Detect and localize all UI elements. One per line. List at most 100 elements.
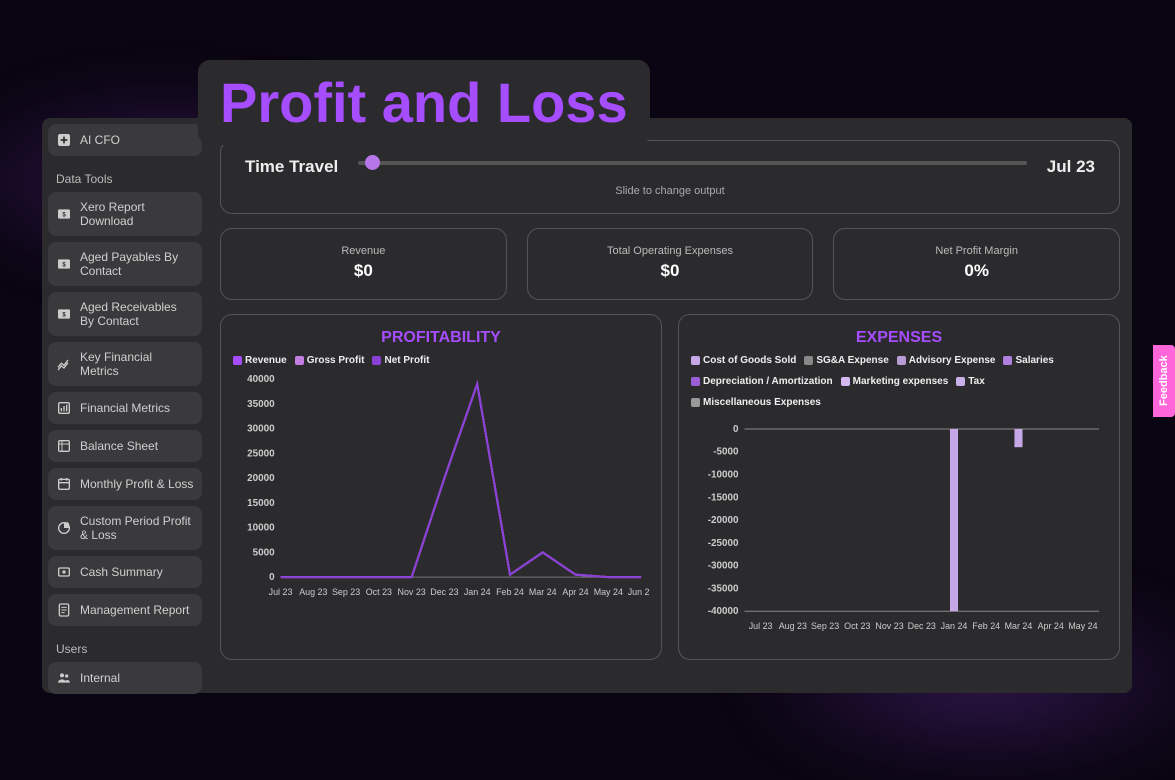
svg-text:Mar 24: Mar 24 (1005, 621, 1033, 631)
svg-text:-25000: -25000 (708, 538, 739, 549)
svg-text:-10000: -10000 (708, 469, 739, 480)
svg-text:10000: 10000 (247, 523, 275, 534)
kpi-row: Revenue $0 Total Operating Expenses $0 N… (220, 228, 1120, 300)
sidebar-item-xero-report[interactable]: $Xero Report Download (48, 192, 202, 236)
menu-icon (56, 400, 72, 416)
svg-text:May 24: May 24 (1068, 621, 1097, 631)
svg-text:Aug 23: Aug 23 (779, 621, 807, 631)
svg-text:15000: 15000 (247, 498, 275, 509)
sidebar-item-label: Custom Period Profit & Loss (80, 514, 194, 542)
legend-item: Gross Profit (295, 355, 365, 366)
sidebar: AI CFO Data Tools $Xero Report Download$… (48, 124, 202, 700)
sidebar-item-management-report[interactable]: Management Report (48, 594, 202, 626)
svg-text:Sep 23: Sep 23 (811, 621, 839, 631)
svg-text:Jan 24: Jan 24 (941, 621, 968, 631)
kpi-label: Revenue (229, 245, 498, 257)
svg-text:Oct 23: Oct 23 (366, 587, 392, 597)
page-title: Profit and Loss (198, 60, 650, 145)
profitability-chart-box: PROFITABILITY RevenueGross ProfitNet Pro… (220, 314, 662, 660)
menu-icon (56, 564, 72, 580)
svg-text:Apr 24: Apr 24 (1038, 621, 1064, 631)
sidebar-item-internal[interactable]: Internal (48, 662, 202, 694)
legend-item: Depreciation / Amortization (691, 376, 833, 387)
svg-text:Feb 24: Feb 24 (972, 621, 1000, 631)
svg-text:Jun 24: Jun 24 (628, 587, 649, 597)
sidebar-section-data-tools: Data Tools (48, 162, 202, 192)
kpi-margin: Net Profit Margin 0% (833, 228, 1120, 300)
svg-text:30000: 30000 (247, 424, 275, 435)
legend-item: Revenue (233, 355, 287, 366)
svg-text:Aug 23: Aug 23 (299, 587, 327, 597)
plus-square-icon (56, 132, 72, 148)
expenses-legend: Cost of Goods SoldSG&A ExpenseAdvisory E… (691, 355, 1107, 408)
svg-text:Feb 24: Feb 24 (496, 587, 524, 597)
sidebar-item-label: Cash Summary (80, 565, 163, 579)
sidebar-item-label: Balance Sheet (80, 439, 158, 453)
sidebar-item-aged-payables[interactable]: $ Aged Payables By Contact (48, 242, 202, 286)
svg-text:May 24: May 24 (594, 587, 623, 597)
menu-icon: $ (56, 306, 72, 322)
feedback-tab[interactable]: Feedback (1153, 345, 1175, 417)
sidebar-section-users: Users (48, 632, 202, 662)
menu-icon: $ (56, 256, 72, 272)
svg-text:Jul 23: Jul 23 (749, 621, 773, 631)
svg-text:0: 0 (269, 572, 275, 583)
sidebar-item-label: Key Financial Metrics (80, 350, 194, 378)
sidebar-item-label: Aged Receivables By Contact (80, 300, 194, 328)
sidebar-item-label: Aged Payables By Contact (80, 250, 194, 278)
svg-text:35000: 35000 (247, 399, 275, 410)
sidebar-item-label: Monthly Profit & Loss (80, 477, 193, 491)
kpi-label: Total Operating Expenses (536, 245, 805, 257)
profitability-legend: RevenueGross ProfitNet Profit (233, 355, 649, 366)
sidebar-item-label: AI CFO (80, 133, 120, 147)
kpi-label: Net Profit Margin (842, 245, 1111, 257)
sidebar-item-aged-receivables[interactable]: $ Aged Receivables By Contact (48, 292, 202, 336)
menu-icon: $ (56, 206, 72, 222)
kpi-value: $0 (229, 261, 498, 281)
svg-text:Mar 24: Mar 24 (529, 587, 557, 597)
svg-text:Apr 24: Apr 24 (562, 587, 588, 597)
svg-text:20000: 20000 (247, 473, 275, 484)
svg-text:25000: 25000 (247, 448, 275, 459)
time-travel-panel: Time Travel Jul 23 Slide to change outpu… (220, 140, 1120, 214)
sidebar-item-label: Management Report (80, 603, 189, 617)
legend-item: Tax (956, 376, 985, 387)
sidebar-item-key-financial-metrics[interactable]: Key Financial Metrics (48, 342, 202, 386)
sidebar-item-ai-cfo[interactable]: AI CFO (48, 124, 202, 156)
svg-text:-30000: -30000 (708, 561, 739, 572)
svg-text:Jan 24: Jan 24 (464, 587, 491, 597)
slider-thumb[interactable] (365, 155, 380, 170)
main-panel: AI CFO Data Tools $Xero Report Download$… (42, 118, 1132, 693)
svg-text:40000: 40000 (247, 374, 275, 385)
expenses-chart: -40000-35000-30000-25000-20000-15000-100… (691, 414, 1107, 644)
profitability-chart: 0500010000150002000025000300003500040000… (233, 372, 649, 602)
svg-text:-15000: -15000 (708, 492, 739, 503)
menu-icon (56, 356, 72, 372)
time-travel-value: Jul 23 (1047, 157, 1095, 177)
legend-item: Advisory Expense (897, 355, 996, 366)
legend-item: Cost of Goods Sold (691, 355, 796, 366)
sidebar-item-financial-metrics[interactable]: Financial Metrics (48, 392, 202, 424)
content-area: Time Travel Jul 23 Slide to change outpu… (220, 140, 1120, 660)
sidebar-item-custom-period-pl[interactable]: Custom Period Profit & Loss (48, 506, 202, 550)
svg-text:-5000: -5000 (713, 447, 739, 458)
kpi-revenue: Revenue $0 (220, 228, 507, 300)
kpi-expenses: Total Operating Expenses $0 (527, 228, 814, 300)
sidebar-item-label: Internal (80, 671, 120, 685)
svg-text:Dec 23: Dec 23 (430, 587, 458, 597)
chart-title: EXPENSES (691, 329, 1107, 347)
sidebar-item-monthly-pl[interactable]: Monthly Profit & Loss (48, 468, 202, 500)
users-icon (56, 670, 72, 686)
legend-item: Miscellaneous Expenses (691, 397, 821, 408)
sidebar-item-label: Financial Metrics (80, 401, 170, 415)
svg-text:0: 0 (733, 424, 739, 435)
menu-icon (56, 438, 72, 454)
time-travel-slider[interactable] (358, 161, 1027, 165)
svg-text:-40000: -40000 (708, 606, 739, 617)
sidebar-item-balance-sheet[interactable]: Balance Sheet (48, 430, 202, 462)
expenses-chart-box: EXPENSES Cost of Goods SoldSG&A ExpenseA… (678, 314, 1120, 660)
sidebar-item-cash-summary[interactable]: Cash Summary (48, 556, 202, 588)
kpi-value: 0% (842, 261, 1111, 281)
menu-icon (56, 476, 72, 492)
svg-text:-35000: -35000 (708, 583, 739, 594)
